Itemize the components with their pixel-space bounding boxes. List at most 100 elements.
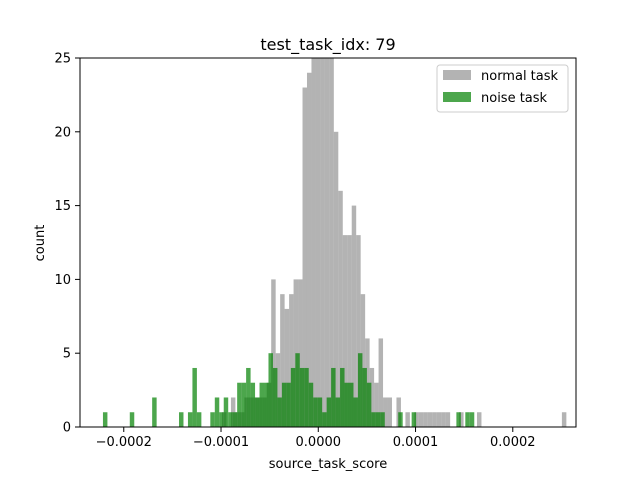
bar-noise-task	[264, 382, 269, 427]
bar-noise-task	[241, 382, 247, 427]
bar-noise-task	[152, 397, 157, 427]
bar-noise-task	[340, 367, 345, 427]
bar-normal-task	[360, 294, 366, 427]
bar-normal-task	[418, 412, 424, 427]
bar-normal-task	[374, 382, 379, 427]
bar-noise-task	[308, 382, 314, 427]
bar-normal-task	[427, 412, 433, 427]
bar-noise-task	[357, 353, 363, 427]
bar-normal-task	[271, 279, 276, 427]
bar-normal-task	[289, 294, 294, 427]
bar-noise-task	[456, 412, 461, 427]
x-tick-label: 0.0001	[393, 435, 439, 450]
bar-noise-task	[102, 412, 108, 427]
bar-noise-task	[295, 353, 300, 427]
legend-label-noise-task: noise task	[481, 91, 548, 106]
x-tick-label: −0.0002	[96, 435, 152, 450]
bar-normal-task	[347, 235, 352, 427]
bar-normal-task	[387, 397, 392, 427]
bar-normal-task	[311, 58, 316, 427]
bar-noise-task	[349, 382, 354, 427]
bar-normal-task	[432, 412, 437, 427]
legend: normal task noise task	[436, 64, 569, 113]
bar-normal-task	[315, 58, 321, 427]
bar-normal-task	[441, 412, 446, 427]
bar-noise-task	[398, 412, 403, 427]
y-tick-label: 0	[63, 421, 71, 436]
bar-noise-task	[214, 397, 220, 427]
bar-noise-task	[353, 397, 358, 427]
bar-noise-task	[371, 412, 376, 427]
bar-normal-task	[356, 235, 361, 427]
bar-noise-task	[255, 397, 260, 427]
bar-noise-task	[219, 412, 224, 427]
bar-noise-task	[246, 367, 251, 427]
bar-normal-task	[414, 412, 419, 427]
bar-normal-task	[306, 72, 312, 427]
x-tick-label: 0.0000	[296, 435, 342, 450]
bar-noise-task	[322, 412, 327, 427]
bar-normal-task	[333, 131, 339, 427]
bar-noise-task	[187, 412, 193, 427]
bar-noise-task	[344, 382, 349, 427]
bar-noise-task	[299, 367, 305, 427]
x-axis: −0.0002 −0.0001 0.0000 0.0001 0.0002	[96, 427, 536, 450]
axes-spine	[79, 57, 577, 428]
bar-noise-task	[259, 382, 264, 427]
bar-noise-task	[268, 353, 273, 427]
bar-normal-task	[280, 294, 285, 427]
bar-noise-task	[129, 412, 135, 427]
bar-normal-task	[445, 412, 451, 427]
bar-normal-task	[459, 412, 464, 427]
bar-normal-task	[324, 58, 330, 427]
bar-noise-task	[335, 397, 341, 427]
legend-label-normal-task: normal task	[481, 69, 559, 84]
bar-noise-task	[281, 382, 287, 427]
y-axis: 0 5 10 15 20 25	[54, 52, 80, 436]
bar-noise-task	[232, 412, 238, 427]
bar-noise-task	[375, 412, 381, 427]
bar-normal-task	[423, 412, 428, 427]
bar-normal-task	[302, 87, 307, 427]
x-tick-label: 0.0002	[490, 435, 536, 450]
y-tick-label: 10	[54, 273, 71, 288]
axes-frame	[79, 57, 577, 428]
bar-noise-task	[223, 397, 229, 427]
bar-noise-task	[272, 367, 278, 427]
bar-normal-task	[436, 412, 442, 427]
bar-normal-task	[383, 397, 388, 427]
y-tick-label: 15	[54, 199, 71, 214]
bar-noise-task	[465, 412, 470, 427]
y-tick-label: 25	[54, 52, 71, 67]
bar-noise-task	[317, 397, 323, 427]
bar-noise-task	[237, 382, 242, 427]
bar-noise-task	[304, 367, 309, 427]
bar-noise-task	[366, 382, 372, 427]
plot-area	[102, 58, 567, 427]
y-tick-label: 5	[63, 347, 71, 362]
bar-normal-task	[338, 190, 343, 427]
bar-normal-task	[275, 353, 281, 427]
bar-noise-task	[290, 367, 296, 427]
bar-noise-task	[331, 367, 336, 427]
bar-noise-task	[362, 367, 367, 427]
legend-swatch-noise-task	[443, 92, 471, 102]
bar-normal-task	[378, 338, 384, 427]
bar-normal-task	[405, 412, 410, 427]
bar-noise-task	[286, 382, 291, 427]
bar-normal-task	[476, 412, 482, 427]
bar-noise-task	[277, 397, 282, 427]
bar-normal-task	[561, 412, 567, 427]
bar-noise-task	[380, 412, 385, 427]
bar-noise-task	[210, 412, 215, 427]
y-axis-label: count	[33, 225, 48, 262]
bar-noise-task	[250, 382, 256, 427]
x-tick-label: −0.0001	[193, 435, 249, 450]
bar-noise-task	[196, 412, 202, 427]
bar-normal-task	[320, 58, 325, 427]
bar-noise-task	[179, 412, 184, 427]
bar-noise-task	[192, 367, 197, 427]
bar-normal-task	[369, 367, 375, 427]
bar-noise-task	[469, 412, 475, 427]
bar-normal-task	[329, 58, 334, 427]
